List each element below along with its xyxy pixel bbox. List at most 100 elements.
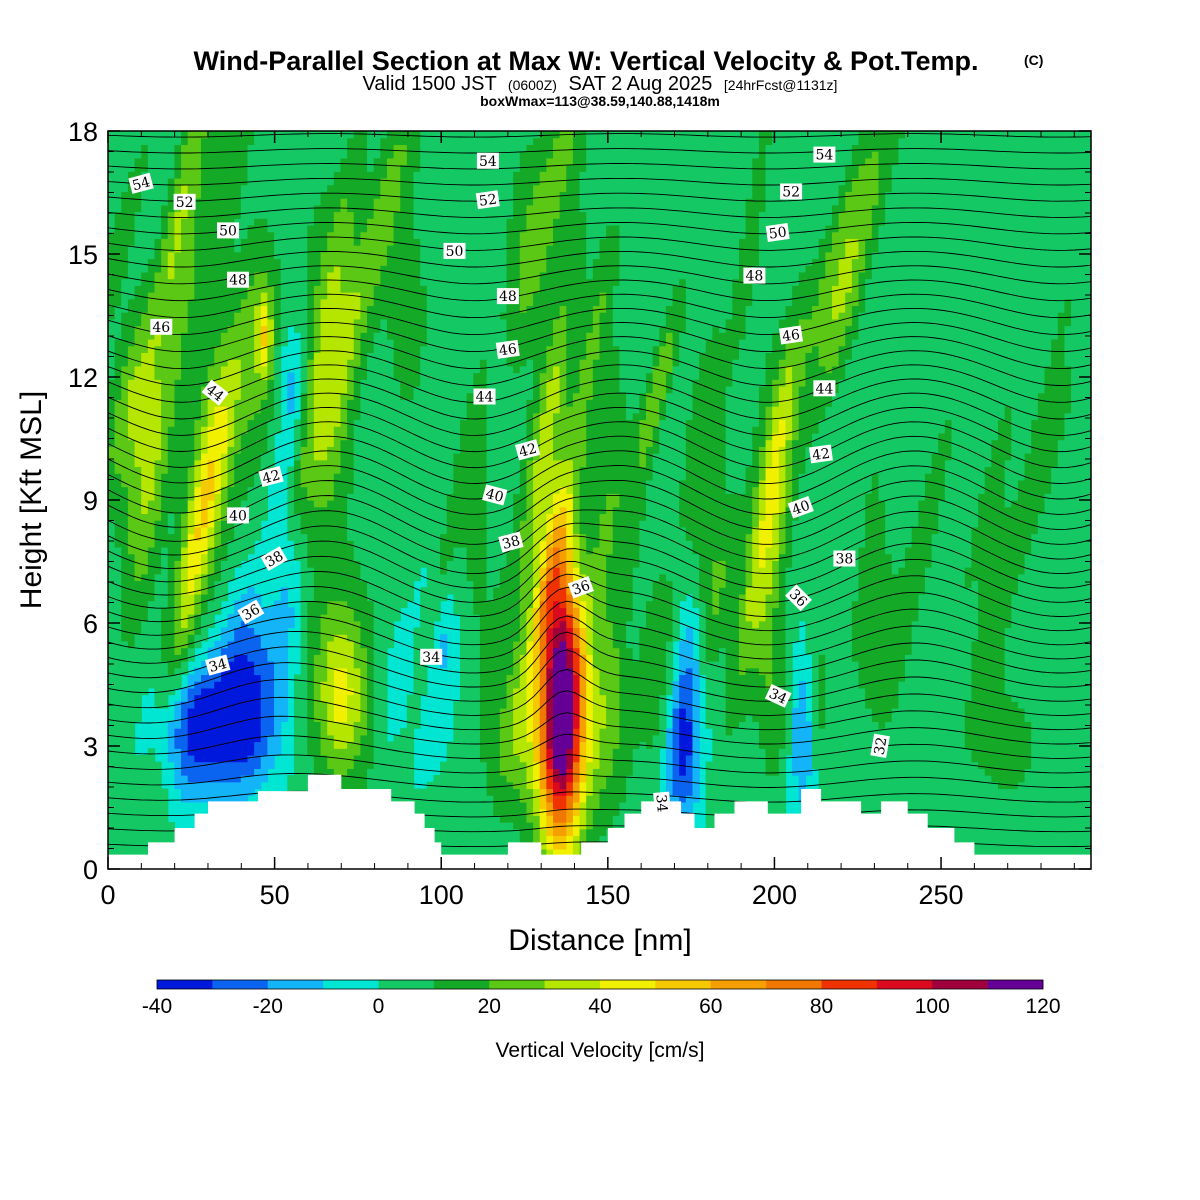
w-cell	[433, 191, 441, 199]
w-cell	[147, 493, 156, 501]
w-cell	[207, 446, 215, 454]
w-cell	[127, 164, 136, 172]
w-cell	[227, 352, 235, 360]
w-cell	[426, 338, 435, 347]
w-cell	[426, 157, 435, 166]
w-cell	[380, 634, 388, 642]
w-cell	[247, 312, 255, 320]
w-cell	[353, 533, 361, 541]
w-cell	[187, 426, 195, 434]
w-cell	[274, 614, 282, 622]
w-cell	[353, 741, 361, 749]
w-cell	[194, 318, 202, 327]
w-cell	[121, 620, 129, 629]
w-cell	[121, 137, 129, 146]
w-cell	[154, 486, 162, 494]
w-cell	[154, 788, 162, 796]
w-cell	[406, 775, 415, 783]
w-cell	[234, 687, 242, 696]
w-cell	[293, 546, 302, 555]
w-cell	[167, 661, 176, 669]
w-cell	[200, 224, 209, 233]
w-cell	[420, 687, 428, 696]
w-cell	[373, 372, 381, 380]
w-cell	[114, 251, 122, 260]
w-cell	[127, 526, 136, 535]
w-cell	[353, 245, 361, 253]
w-cell	[207, 533, 215, 541]
w-cell	[154, 157, 162, 166]
w-cell	[313, 634, 322, 642]
w-cell	[340, 271, 348, 280]
w-cell	[360, 560, 368, 568]
w-cell	[373, 473, 381, 481]
w-cell	[347, 151, 355, 159]
w-cell	[154, 271, 162, 280]
w-cell	[400, 593, 408, 602]
w-cell	[353, 439, 361, 447]
w-cell	[420, 211, 428, 219]
w-cell	[400, 728, 408, 736]
w-cell	[373, 144, 381, 152]
w-cell	[220, 493, 229, 501]
w-cell	[340, 513, 348, 521]
w-cell	[181, 473, 189, 481]
w-cell	[161, 332, 169, 340]
w-cell	[174, 647, 182, 655]
w-cell	[300, 473, 308, 481]
w-cell	[240, 305, 249, 313]
w-cell	[134, 587, 142, 595]
w-cell	[247, 406, 255, 414]
w-cell	[406, 338, 415, 347]
w-cell	[234, 600, 242, 608]
w-cell	[234, 285, 242, 293]
w-cell	[187, 768, 195, 776]
w-cell	[141, 808, 149, 816]
w-cell	[386, 164, 395, 172]
w-cell	[413, 546, 421, 555]
w-cell	[127, 459, 136, 468]
w-cell	[433, 419, 441, 427]
w-cell	[347, 473, 355, 481]
w-cell	[114, 754, 122, 763]
w-cell	[247, 231, 255, 239]
w-cell	[393, 204, 401, 213]
w-cell	[161, 218, 169, 226]
w-cell	[386, 245, 395, 253]
w-cell	[134, 238, 142, 246]
w-cell	[161, 788, 169, 796]
w-cell	[154, 392, 162, 400]
w-cell	[333, 292, 342, 300]
w-cell	[280, 177, 288, 186]
w-cell	[327, 312, 335, 320]
w-cell	[327, 573, 335, 582]
w-cell	[167, 338, 176, 347]
w-cell	[200, 506, 209, 515]
w-cell	[108, 734, 116, 743]
w-cell	[141, 580, 149, 588]
w-cell	[141, 775, 149, 783]
w-cell	[333, 238, 342, 246]
w-cell	[380, 661, 388, 669]
w-cell	[400, 553, 408, 561]
w-cell	[313, 312, 322, 320]
w-cell	[327, 674, 335, 682]
w-cell	[300, 345, 308, 353]
w-cell	[134, 473, 142, 481]
w-cell	[234, 177, 242, 186]
w-cell	[413, 661, 421, 669]
w-cell	[161, 238, 169, 246]
w-cell	[121, 198, 129, 206]
w-cell	[420, 667, 428, 676]
w-cell	[307, 231, 315, 239]
w-cell	[187, 788, 195, 796]
w-cell	[267, 379, 275, 387]
w-cell	[174, 278, 182, 286]
w-cell	[293, 500, 302, 508]
w-cell	[360, 137, 368, 146]
w-cell	[367, 513, 375, 521]
w-cell	[380, 506, 388, 515]
w-cell	[413, 372, 421, 380]
w-cell	[386, 177, 395, 186]
w-cell	[207, 795, 215, 803]
